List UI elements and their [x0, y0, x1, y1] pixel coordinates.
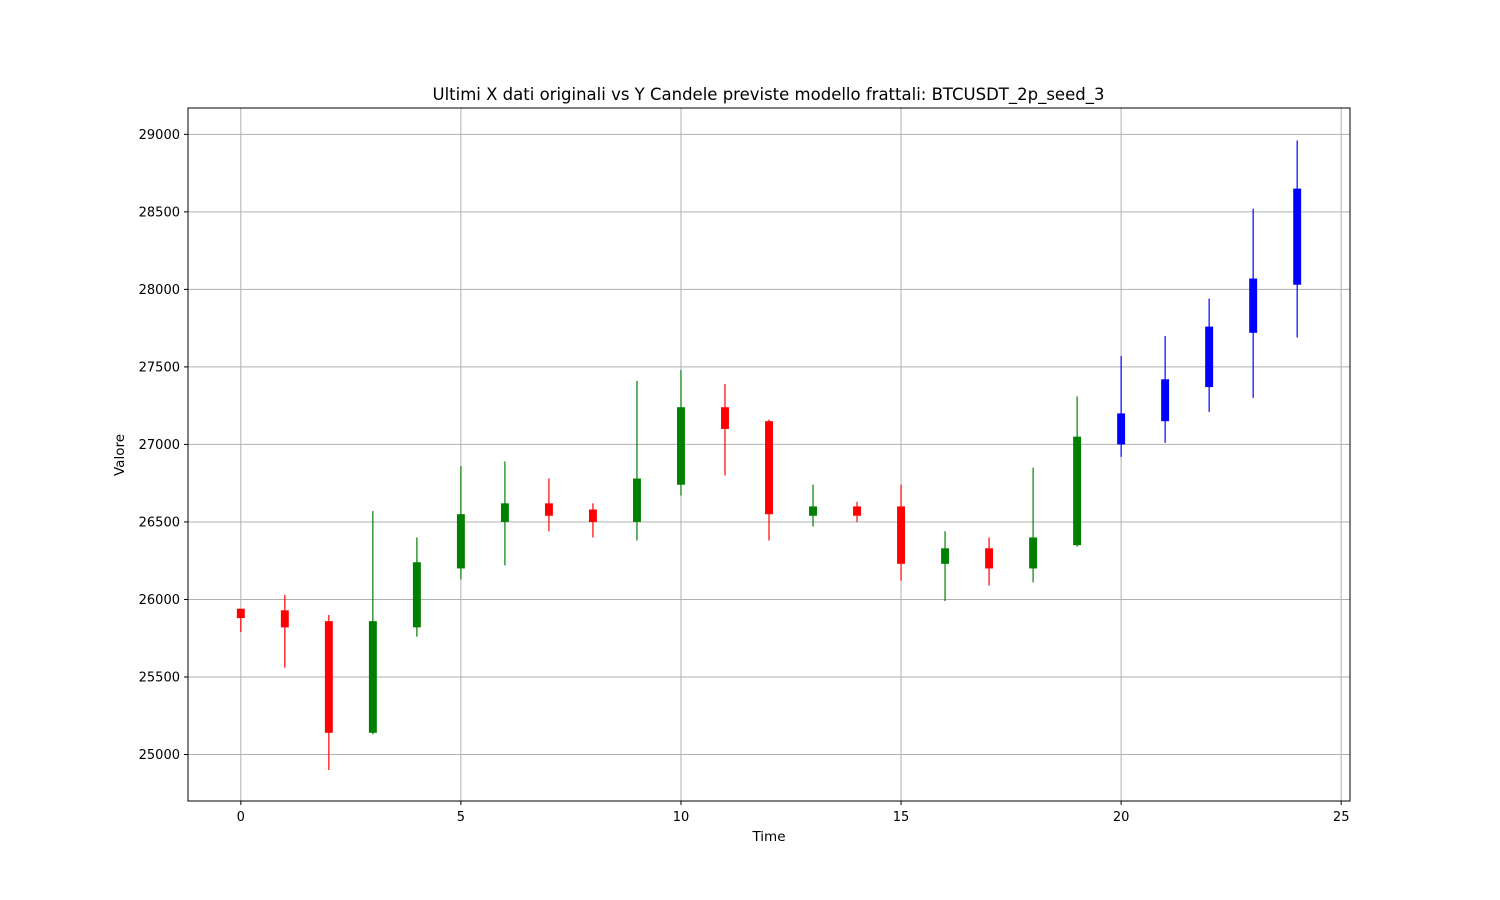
candle-body	[368, 621, 377, 733]
candle-body	[1029, 537, 1038, 569]
candle	[632, 380, 641, 541]
predicted-candle	[1293, 140, 1302, 338]
plot-frame	[187, 107, 1351, 802]
candle-body	[1293, 188, 1302, 285]
candle-body	[765, 421, 773, 515]
x-tick-label: 10	[673, 810, 690, 825]
candle-body	[1073, 436, 1082, 546]
candle	[500, 461, 509, 566]
candle	[1029, 467, 1038, 583]
x-tick-label: 20	[1113, 810, 1130, 825]
candle-body	[1117, 413, 1126, 445]
y-tick-label: 28000	[139, 283, 180, 298]
predicted-candle	[1249, 208, 1258, 398]
predicted-candle	[1117, 356, 1126, 457]
y-tick-label: 29000	[139, 128, 180, 143]
candle	[765, 419, 773, 541]
candle	[809, 484, 817, 527]
candle-body	[1161, 379, 1170, 422]
predicted-candle	[1205, 298, 1214, 412]
y-tick-label: 25000	[139, 748, 180, 763]
candle-body	[412, 562, 421, 628]
candle	[236, 608, 245, 633]
candle-body	[456, 514, 465, 569]
y-tick-label: 25500	[139, 670, 180, 685]
candle-body	[1205, 326, 1214, 388]
candle-body	[588, 509, 597, 522]
candle	[368, 511, 377, 735]
candle	[941, 531, 950, 602]
y-tick-label: 27000	[139, 438, 180, 453]
candle	[677, 370, 685, 496]
predicted-candle	[1161, 335, 1170, 443]
candle-body	[809, 506, 817, 516]
candle	[1073, 396, 1082, 547]
candle	[985, 537, 994, 586]
x-axis-label: Time	[751, 829, 785, 845]
candle	[588, 503, 597, 538]
candle-body	[324, 621, 333, 733]
candle-body	[985, 548, 994, 569]
candle	[280, 594, 289, 668]
candle	[721, 383, 729, 476]
chart-title: Ultimi X dati originali vs Y Candele pre…	[433, 85, 1105, 105]
candle-body	[677, 407, 685, 485]
x-tick-label: 0	[237, 810, 245, 825]
candle-body	[544, 503, 553, 516]
x-tick-label: 25	[1333, 810, 1350, 825]
y-axis-label: Valore	[112, 434, 128, 476]
y-tick-label: 28500	[139, 205, 180, 220]
x-tick-label: 15	[893, 810, 910, 825]
y-tick-label: 26000	[139, 593, 180, 608]
x-axis-ticks: 0 5 10 15 20 25	[237, 801, 1350, 825]
candle-body	[897, 506, 906, 564]
candle	[897, 484, 906, 581]
candle-body	[236, 608, 245, 619]
y-tick-label: 27500	[139, 360, 180, 375]
candle-body	[721, 407, 729, 429]
candle	[324, 614, 333, 770]
candle-body	[500, 503, 509, 522]
candle-body	[632, 478, 641, 522]
candle-body	[280, 610, 289, 628]
candle-body	[941, 548, 950, 564]
candle	[456, 466, 465, 580]
y-axis-ticks: 25000 25500 26000 26500 27000 27500 28000 28500…	[139, 128, 188, 763]
candle-body	[853, 506, 861, 516]
candle	[412, 537, 421, 637]
x-tick-label: 5	[457, 810, 465, 825]
candles	[236, 140, 1302, 770]
y-tick-label: 26500	[139, 515, 180, 530]
candle-body	[1249, 278, 1258, 333]
candle	[853, 501, 861, 522]
grid-lines	[188, 108, 1350, 801]
candle	[544, 478, 553, 532]
